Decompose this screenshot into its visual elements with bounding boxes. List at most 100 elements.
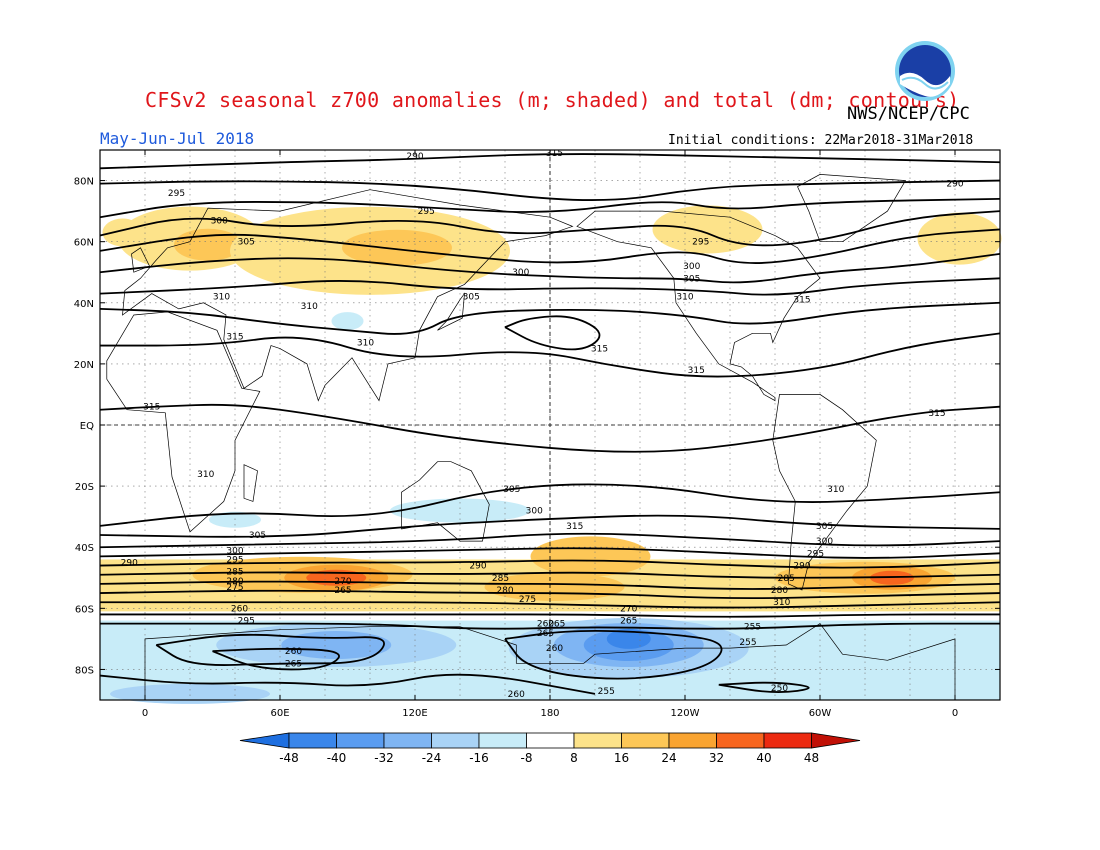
latitude-label: 60N [74,238,94,249]
madagascar-coast [243,464,258,502]
colorbar-swatch [573,732,622,749]
contour-label: 280 [496,586,513,596]
colorbar-swatch [621,732,670,749]
colorbar-swatch [431,732,480,749]
longitude-label: 0 [142,708,148,719]
contour-label: 270 [334,577,351,587]
contour-label: 300 [512,268,529,278]
initial-conditions: Initial conditions: 22Mar2018-31Mar2018 [668,133,974,148]
contour-label: 315 [928,409,945,419]
contour-label: 295 [692,238,709,248]
contour-line-closed [212,647,340,671]
contour-label: 300 [226,546,243,556]
contour-label: 295 [807,549,824,559]
forecast-period: May-Jun-Jul 2018 [100,129,255,148]
contour-label: 265 [285,659,302,669]
colorbar-label: -24 [422,751,442,765]
contour-label: 290 [469,562,486,572]
contour-label: 305 [249,531,266,541]
contour-label: 310 [213,293,230,303]
contour-label: 275 [519,595,536,605]
contour-line-north [99,332,1001,378]
colorbar-swatch [668,732,717,749]
contour-label: 310 [676,293,693,303]
colorbar-label: 48 [804,751,819,765]
africa-coast [106,311,261,533]
contour-label: 305 [463,293,480,303]
colorbar-swatch [478,732,527,749]
contour-line-south [99,514,1001,538]
latitude-label: 40N [74,299,94,310]
contour-label: 265 [334,586,351,596]
latitude-label: 20N [74,360,94,371]
colorbar-arrow-right [811,732,861,749]
contour-line-north [99,210,1001,247]
colorbar-label: -32 [374,751,394,765]
contour-label: 250 [771,684,788,694]
contour-label: 285 [226,568,243,578]
contour-line-south [99,571,1001,579]
contour-label: 300 [683,262,700,272]
contour-label: 305 [816,522,833,532]
contour-line-closed [155,633,385,666]
colorbar-swatch [763,732,812,749]
contour-label: 300 [816,537,833,547]
colorbar-swatch [383,732,432,749]
contour-label: 280 [771,586,788,596]
colorbar-arrow-left [239,732,290,749]
contour-label: 310 [301,302,318,312]
contour-line-south [99,601,1001,609]
contour-label: 260 [537,620,554,630]
anomaly-positive [342,229,452,266]
colorbar-swatch [526,732,575,749]
north-america-coast [576,210,821,402]
longitude-label: 120W [671,708,700,719]
contour-label: 260 [546,644,563,654]
greenland-coast [797,174,907,243]
contour-label: 285 [778,574,795,584]
colorbar-label: 40 [756,751,771,765]
contour-line-north [99,252,1001,284]
contour-label: 300 [211,216,228,226]
contour-label: 265 [548,620,565,630]
contour-line-north [99,197,1001,219]
contour-label: 310 [197,470,214,480]
contour-line-closed [504,315,601,351]
anomaly-negative [390,498,530,523]
colorbar-label: 24 [661,751,676,765]
contour-label: 315 [566,522,583,532]
contour-label: 255 [598,687,615,697]
longitude-label: 60E [270,708,289,719]
colorbar-swatch [336,732,385,749]
contour-label: 260 [285,647,302,657]
contour-line-closed [504,629,723,680]
contour-line-north [99,403,1001,453]
colorbar-swatch [716,732,765,749]
contour-labels: 290 295 300 305 310 315 310 310 290 295 300 305 315 2… [121,149,964,700]
contour-label: 295 [168,189,185,199]
colorbar-label: 32 [709,751,724,765]
contour-line-north [99,277,1001,296]
contour-label: 315 [591,345,608,355]
colorbar-swatch [288,732,337,749]
longitude-label: 120E [402,708,427,719]
colorbar-label: -8 [521,751,533,765]
contour-line-south [100,622,1000,630]
contour-label: 290 [793,562,810,572]
contour-label: 270 [620,604,637,614]
contour-line-south [99,580,1001,590]
contour-label: 290 [406,152,423,162]
contour-line-south [99,547,1001,559]
chart-title: CFSv2 seasonal z700 anomalies (m; shaded… [145,88,960,112]
contour-label: 305 [238,238,255,248]
contour-line-south [99,483,1001,527]
colorbar: -48 -40 -32 -24 -16 -8 8 16 24 32 40 48 [239,732,861,765]
colorbar-label: -48 [279,751,299,765]
anomaly-negative [110,683,270,704]
anomaly-negative [606,628,651,649]
latitude-label: 20S [75,482,94,493]
contour-label: 315 [793,296,810,306]
contour-label: 265 [537,629,554,639]
contour-line-north [99,153,1001,170]
